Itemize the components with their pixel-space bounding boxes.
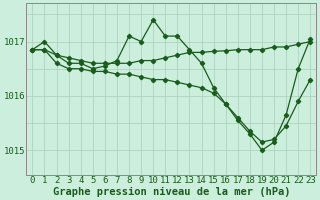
X-axis label: Graphe pression niveau de la mer (hPa): Graphe pression niveau de la mer (hPa)	[52, 186, 290, 197]
